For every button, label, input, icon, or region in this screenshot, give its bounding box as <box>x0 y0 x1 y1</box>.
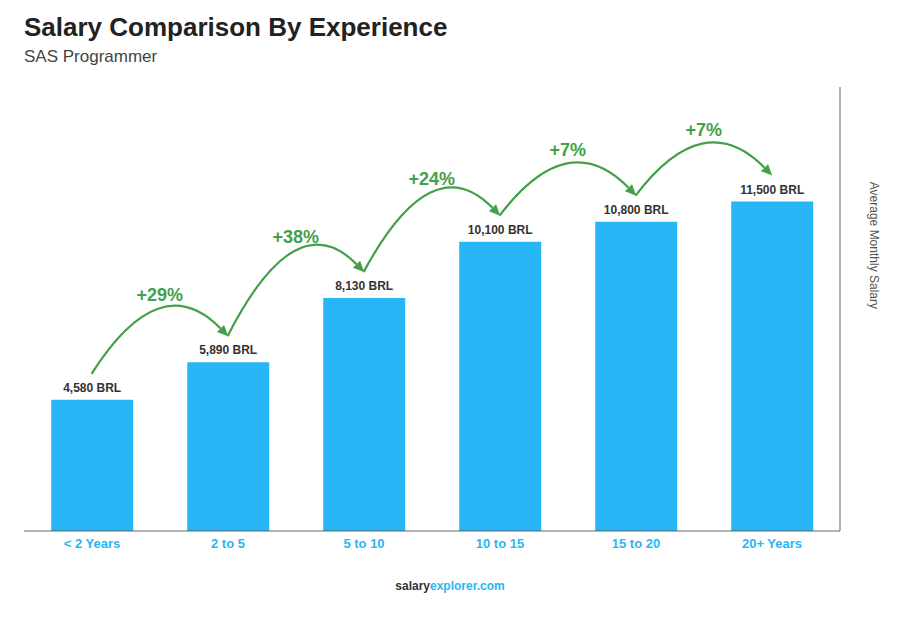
svg-text:10,800 BRL: 10,800 BRL <box>604 203 669 217</box>
svg-text:10 to 15: 10 to 15 <box>476 536 524 551</box>
html-text:salary explorer.com: salary explorer.com <box>395 579 505 593</box>
svg-text:Average Monthly Salary: Average Monthly Salary <box>867 182 881 309</box>
svg-text:+7%: +7% <box>686 120 723 140</box>
svg-text:8,130 BRL: 8,130 BRL <box>335 279 393 293</box>
svg-text:+7%: +7% <box>550 140 587 160</box>
svg-text:+24%: +24% <box>409 169 456 189</box>
svg-text:5 to 10: 5 to 10 <box>343 536 384 551</box>
svg-text:15 to 20: 15 to 20 <box>612 536 660 551</box>
svg-text:20+ Years: 20+ Years <box>742 536 802 551</box>
svg-text:4,580 BRL: 4,580 BRL <box>63 381 121 395</box>
svg-text:10,100 BRL: 10,100 BRL <box>468 223 533 237</box>
svg-text:5,890 BRL: 5,890 BRL <box>199 343 257 357</box>
svg-text:+38%: +38% <box>273 227 320 247</box>
svg-text:11,500 BRL: 11,500 BRL <box>740 183 804 197</box>
svg-text:+29%: +29% <box>137 285 184 305</box>
svg-text:< 2 Years: < 2 Years <box>64 536 121 551</box>
svg-text:2 to 5: 2 to 5 <box>211 536 245 551</box>
html-text:SAS Programmer: SAS Programmer <box>24 47 158 66</box>
html-text:Salary Comparison By Experienc: Salary Comparison By Experience <box>24 12 448 42</box>
